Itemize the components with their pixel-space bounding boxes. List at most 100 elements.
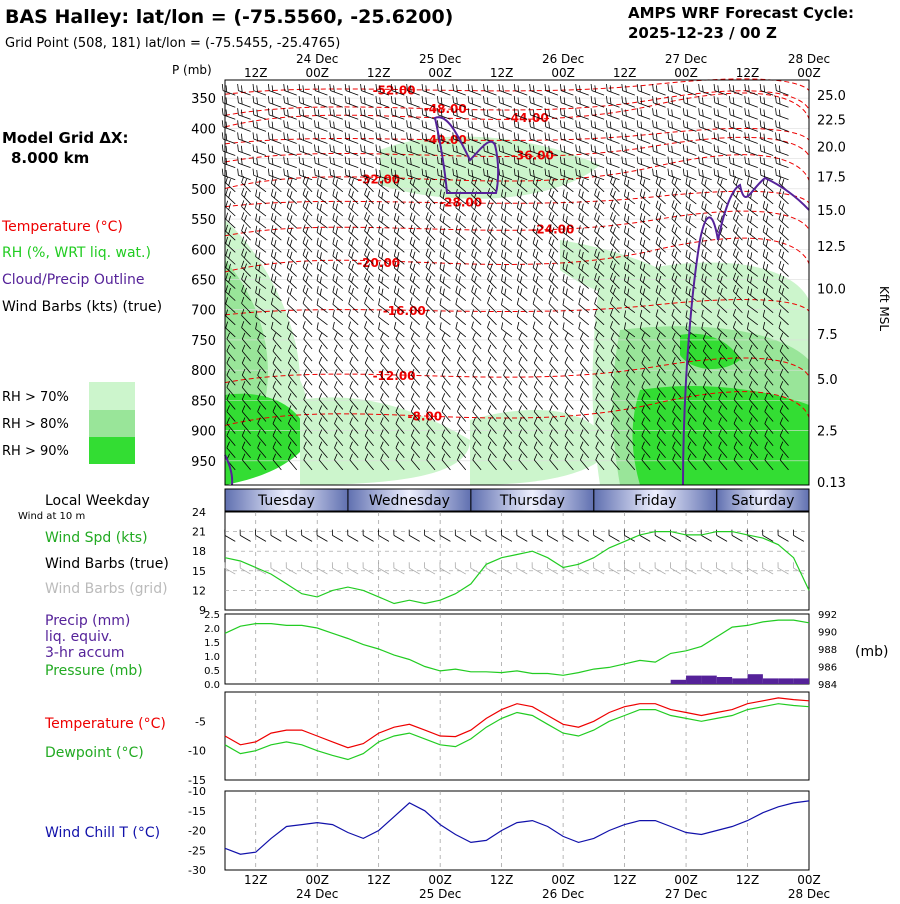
wind-barb-staff bbox=[378, 316, 390, 326]
wind-barb-flag bbox=[564, 381, 569, 388]
wind-barb-staff bbox=[733, 218, 743, 229]
wind-barb bbox=[775, 83, 789, 96]
wind-barb bbox=[452, 168, 466, 181]
wind-barb-flag bbox=[440, 97, 443, 105]
wind-barb-flag bbox=[717, 157, 719, 165]
wind-barb bbox=[532, 273, 543, 289]
wind-barb-staff bbox=[409, 291, 420, 301]
wind-barb-flag bbox=[335, 276, 338, 283]
wind-barb bbox=[318, 332, 328, 350]
wind-barb bbox=[421, 156, 436, 169]
wind-barb bbox=[579, 393, 590, 410]
wind-barb bbox=[548, 309, 559, 326]
wind-barb-flag bbox=[285, 529, 287, 536]
wind-barb-staff bbox=[749, 387, 759, 398]
wind-barb bbox=[441, 381, 451, 398]
pressure-tick-label: 800 bbox=[191, 364, 216, 379]
wind-barb-flag bbox=[364, 188, 368, 195]
wind-barb-staff bbox=[639, 231, 651, 241]
wind-barb bbox=[698, 156, 712, 169]
weekday-label: Local Weekday bbox=[45, 493, 150, 509]
wind-barb bbox=[671, 272, 682, 289]
wind-barb-flag bbox=[717, 188, 720, 196]
wind-barb-staff bbox=[545, 90, 559, 96]
wind-barb-flag bbox=[688, 240, 691, 247]
wind-barb-flag bbox=[421, 132, 424, 140]
wind-barb-flag bbox=[549, 356, 553, 364]
wind-barb-staff bbox=[348, 182, 359, 193]
wind-barb-staff bbox=[411, 338, 420, 350]
wind-barb bbox=[533, 332, 543, 350]
wind-barb-staff bbox=[699, 126, 712, 132]
wind-barb-staff bbox=[485, 535, 497, 542]
wind-barb-flag bbox=[395, 332, 399, 340]
wind-barb bbox=[409, 297, 420, 314]
wind-barb bbox=[255, 286, 267, 301]
wind-barb bbox=[559, 83, 574, 96]
wind-barb-flag bbox=[655, 85, 658, 93]
wind-barb bbox=[364, 296, 374, 314]
wind-barb-staff bbox=[241, 350, 251, 362]
wind-barb-flag bbox=[467, 83, 470, 91]
wind-barb bbox=[672, 332, 682, 350]
wind-barb-staff bbox=[226, 338, 236, 350]
wind-barb bbox=[532, 200, 543, 217]
wind-barb-flag bbox=[642, 203, 646, 211]
wind-barb-flag bbox=[685, 562, 687, 569]
wind-barb-staff bbox=[779, 435, 789, 446]
wind-barb-flag bbox=[562, 529, 564, 536]
wind-barb-flag bbox=[578, 176, 581, 184]
wind-barb bbox=[409, 285, 420, 301]
wind-barb-flag bbox=[658, 179, 662, 186]
wind-barb bbox=[762, 285, 774, 301]
wind-barb-flag bbox=[379, 133, 381, 141]
wind-barb-staff bbox=[439, 535, 451, 542]
wind-barb-staff bbox=[272, 375, 282, 386]
wind-barb-flag bbox=[775, 144, 777, 152]
wind-barb-flag bbox=[559, 132, 562, 140]
wind-barb-staff bbox=[656, 435, 666, 446]
wind-barb bbox=[652, 132, 666, 144]
wind-barb-staff bbox=[562, 535, 574, 542]
wind-barb-flag bbox=[363, 109, 366, 117]
wind-barb-flag bbox=[487, 381, 492, 388]
wind-barb-flag bbox=[685, 249, 688, 257]
wind-barb-flag bbox=[471, 109, 474, 117]
wind-barb-staff bbox=[487, 278, 497, 289]
wind-barb-flag bbox=[519, 203, 523, 211]
wind-barb-flag bbox=[641, 393, 645, 400]
wind-barb-flag bbox=[551, 275, 555, 283]
pressure-tick-label: 984 bbox=[818, 680, 837, 691]
wind-barb-flag bbox=[271, 109, 274, 117]
wind-barb bbox=[452, 156, 466, 169]
wind-barb bbox=[364, 284, 374, 301]
wind-barb-flag bbox=[732, 321, 736, 328]
wind-barb-staff bbox=[610, 315, 620, 326]
wind-barb-flag bbox=[440, 157, 443, 165]
wind-barb-flag bbox=[360, 156, 362, 164]
wind-barb-staff bbox=[703, 375, 712, 386]
wind-barb-staff bbox=[580, 362, 590, 374]
wind-barb-flag bbox=[732, 236, 736, 244]
wind-barb-staff bbox=[439, 256, 451, 265]
pressure-line bbox=[224, 619, 810, 676]
wind-barb-staff bbox=[699, 162, 712, 169]
wind-barb-staff bbox=[225, 303, 236, 314]
wind-barb-flag bbox=[426, 429, 430, 436]
wind-barb bbox=[529, 96, 543, 108]
wind-barb-staff bbox=[548, 182, 559, 193]
wind-barb-flag bbox=[732, 133, 735, 141]
wind-barb bbox=[687, 441, 697, 459]
wind-barb-staff bbox=[733, 411, 743, 422]
wind-barb-staff bbox=[610, 194, 620, 205]
wind-barb bbox=[283, 156, 297, 169]
cycle-label: AMPS WRF Forecast Cycle: bbox=[628, 4, 854, 22]
wind-barb-staff bbox=[426, 459, 436, 471]
wind-barb-staff bbox=[533, 435, 543, 446]
wind-barb-staff bbox=[457, 338, 467, 350]
wind-barb bbox=[241, 224, 251, 241]
wind-barb-flag bbox=[533, 344, 538, 352]
wind-barb-flag bbox=[717, 109, 719, 117]
wind-barb-staff bbox=[394, 255, 405, 265]
wind-barb-staff bbox=[364, 278, 374, 289]
